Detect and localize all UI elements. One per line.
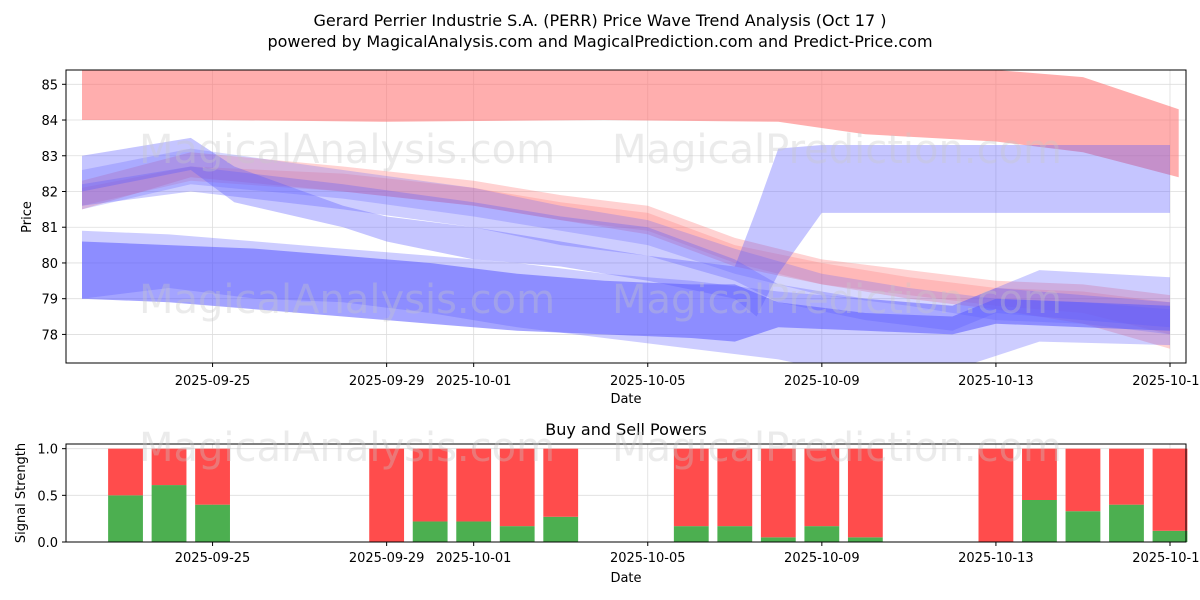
sell-bar-2025-10-17 bbox=[1152, 448, 1188, 531]
power-bars bbox=[108, 448, 1188, 542]
buy-bar-2025-10-17 bbox=[1152, 530, 1188, 542]
buy-bar-2025-09-25 bbox=[195, 504, 230, 542]
sell-bar-2025-09-23 bbox=[108, 448, 143, 496]
power-xtick-label-1: 2025-09-29 bbox=[349, 551, 425, 566]
power-ytick-label-2: 1.0 bbox=[37, 443, 58, 458]
power-xtick-label-4: 2025-10-09 bbox=[784, 551, 860, 566]
buy-bar-2025-10-06 bbox=[673, 526, 709, 542]
power-xtick-label-3: 2025-10-05 bbox=[610, 551, 686, 566]
sell-bar-2025-10-09 bbox=[804, 448, 840, 527]
sell-bar-2025-09-29 bbox=[369, 448, 405, 542]
sell-bar-2025-10-13 bbox=[978, 448, 1014, 542]
sell-bar-2025-09-24 bbox=[151, 448, 187, 486]
buy-bar-2025-10-01 bbox=[456, 521, 492, 542]
power-xlabel: Date bbox=[610, 571, 641, 586]
chart-title-line1: Gerard Perrier Industrie S.A. (PERR) Pri… bbox=[314, 11, 887, 30]
sell-bar-2025-10-03 bbox=[543, 448, 579, 517]
power-xtick-label-0: 2025-09-25 bbox=[175, 551, 251, 566]
watermark-prediction-mid: MagicalPrediction.com bbox=[612, 277, 1062, 323]
wave-band-red-wave-3 bbox=[82, 166, 1170, 335]
wave-band-blue-wave-4 bbox=[82, 241, 1170, 342]
buy-bar-2025-10-08 bbox=[760, 537, 796, 542]
watermark-prediction-top: MagicalPrediction.com bbox=[612, 127, 1062, 173]
price-xtick-label-0: 2025-09-25 bbox=[175, 374, 251, 389]
power-chart-title: Buy and Sell Powers bbox=[545, 420, 707, 439]
buy-bar-2025-09-30 bbox=[412, 521, 448, 542]
sell-bar-2025-10-02 bbox=[499, 448, 535, 527]
price-xtick-label-1: 2025-09-29 bbox=[349, 374, 425, 389]
price-ytick-label-4: 82 bbox=[41, 185, 58, 200]
wave-band-upper-red-wave bbox=[82, 70, 1179, 178]
wave-band-blue-wave-2 bbox=[82, 166, 1170, 331]
buy-bar-2025-10-10 bbox=[847, 537, 883, 542]
buy-bar-2025-10-14 bbox=[1022, 500, 1057, 542]
price-xtick-label-4: 2025-10-09 bbox=[784, 374, 860, 389]
power-xtick-label-2: 2025-10-01 bbox=[436, 551, 512, 566]
wave-band-blue-wave-1 bbox=[82, 137, 1170, 317]
chart-title-line2: powered by MagicalAnalysis.com and Magic… bbox=[267, 32, 932, 51]
watermark-prediction-bottom: MagicalPrediction.com bbox=[612, 425, 1062, 471]
price-xtick-label-5: 2025-10-13 bbox=[958, 374, 1034, 389]
power-plot-frame bbox=[65, 443, 1187, 543]
power-xtick-label-6: 2025-10-17 bbox=[1132, 551, 1200, 566]
buy-bar-2025-10-03 bbox=[543, 516, 579, 542]
sell-bar-2025-10-01 bbox=[456, 448, 492, 522]
wave-band-blue-wave-5 bbox=[82, 148, 1170, 335]
sell-bar-2025-10-16 bbox=[1109, 448, 1144, 505]
wave-band-red-wave-2 bbox=[82, 152, 1170, 349]
sell-bar-2025-10-08 bbox=[760, 448, 796, 538]
price-ytick-label-0: 78 bbox=[41, 328, 58, 343]
power-ytick-label-1: 0.5 bbox=[37, 489, 58, 504]
sell-bar-2025-10-06 bbox=[673, 448, 709, 527]
price-ytick-label-7: 85 bbox=[41, 78, 58, 93]
price-axes: 78 79 80 81 82 83 84 85 2025-09-25 2025-09-29 2025… bbox=[41, 78, 1200, 389]
buy-bar-2025-09-24 bbox=[151, 485, 187, 542]
watermark-analysis-mid: MagicalAnalysis.com bbox=[139, 277, 555, 323]
price-xtick-label-2: 2025-10-01 bbox=[436, 374, 512, 389]
power-xtick-label-5: 2025-10-13 bbox=[958, 551, 1034, 566]
sell-bar-2025-09-30 bbox=[412, 448, 448, 522]
price-xtick-label-3: 2025-10-05 bbox=[610, 374, 686, 389]
buy-bar-2025-09-23 bbox=[108, 495, 143, 542]
price-xlabel: Date bbox=[610, 392, 641, 407]
price-ytick-label-2: 80 bbox=[41, 257, 58, 272]
watermark-analysis-top: MagicalAnalysis.com bbox=[139, 127, 555, 173]
price-ytick-label-6: 84 bbox=[41, 114, 58, 129]
price-ylabel: Price bbox=[20, 201, 35, 233]
power-axes: 0.0 0.5 1.0 2025-09-25 2025-09-29 2025-10-01 2… bbox=[37, 443, 1200, 566]
buy-bar-2025-10-02 bbox=[499, 526, 535, 542]
sell-bar-2025-10-07 bbox=[717, 448, 753, 527]
sell-bar-2025-10-14 bbox=[1022, 448, 1057, 500]
price-ytick-label-3: 81 bbox=[41, 221, 58, 236]
buy-bar-2025-10-07 bbox=[717, 526, 753, 542]
power-ylabel: Signal Strength bbox=[14, 443, 29, 543]
power-ytick-label-0: 0.0 bbox=[37, 536, 58, 551]
price-plot-frame bbox=[65, 69, 1187, 364]
buy-bar-2025-10-15 bbox=[1065, 511, 1101, 542]
buy-bar-2025-10-09 bbox=[804, 526, 840, 542]
sell-bar-2025-10-10 bbox=[847, 448, 883, 538]
price-ytick-label-1: 79 bbox=[41, 293, 58, 308]
price-wave-bands bbox=[82, 70, 1179, 363]
watermark-analysis-bottom: MagicalAnalysis.com bbox=[139, 425, 555, 471]
buy-bar-2025-10-16 bbox=[1109, 504, 1144, 542]
sell-bar-2025-09-25 bbox=[195, 448, 230, 505]
price-xtick-label-6: 2025-10-17 bbox=[1132, 374, 1200, 389]
sell-bar-2025-10-15 bbox=[1065, 448, 1101, 512]
price-ytick-label-5: 83 bbox=[41, 150, 58, 165]
